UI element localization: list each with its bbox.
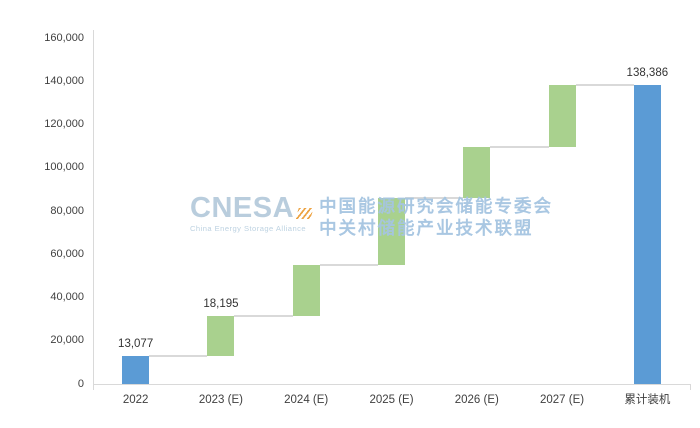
bar-value-label: 13,077 [118,337,154,350]
y-axis-tick-label: 40,000 [50,291,84,303]
y-axis-tick-label: 100,000 [44,161,84,174]
y-axis-tick-label: 120,000 [44,118,84,130]
cnesa-logo: CNESA China Energy Storage Alliance [190,192,314,233]
cnesa-watermark: CNESA China Energy Storage Alliance 中国能源… [190,194,553,239]
waterfall-connector-line [149,354,208,357]
y-axis-tick-label: 160,000 [44,31,84,44]
x-axis-end-tick [690,384,691,390]
x-axis-label: 2023 (E) [198,394,243,406]
waterfall-connector-line [575,83,634,86]
bar-2023 (E) [207,316,235,356]
watermark-org-line2: 中关村储能产业技术联盟 [319,218,534,238]
cnesa-logo-stripes-icon [295,208,314,219]
cnesa-logo-text: CNESA [190,192,295,224]
waterfall-connector-line [319,264,378,267]
bar-2026 (E) [463,146,491,199]
x-axis-label: 2024 (E) [284,394,329,406]
waterfall-connector-line [490,145,549,148]
waterfall-connector-line [405,197,464,200]
x-axis-label: 2025 (E) [369,394,414,406]
x-axis-line [93,384,690,385]
x-axis-label: 2026 (E) [454,394,499,406]
bar-value-label: 18,195 [203,298,239,311]
bar-2025 (E) [378,198,405,266]
y-axis-line [93,30,94,384]
bar-2027 (E) [548,84,576,147]
y-axis-tick-label: 0 [77,377,84,390]
bar-累计装机 [633,84,661,384]
cnesa-logo-subtitle: China Energy Storage Alliance [190,224,307,233]
waterfall-connector-line [234,315,293,318]
x-axis-label: 2027 (E) [540,394,585,406]
y-axis-tick-label: 20,000 [50,334,84,347]
y-axis-tick-label: 80,000 [50,204,84,217]
bar-2024 (E) [292,265,320,317]
x-axis-label: 累计装机 [624,394,671,406]
y-axis-tick-label: 140,000 [44,74,84,87]
x-axis-start-tick [93,384,94,390]
bar-2022 [122,355,150,384]
y-axis-tick-label: 60,000 [50,247,84,260]
bar-value-label: 138,386 [626,66,669,79]
x-axis-label: 2022 [122,394,149,406]
watermark-org-names: 中国能源研究会储能专委会 中关村储能产业技术联盟 [319,195,553,239]
